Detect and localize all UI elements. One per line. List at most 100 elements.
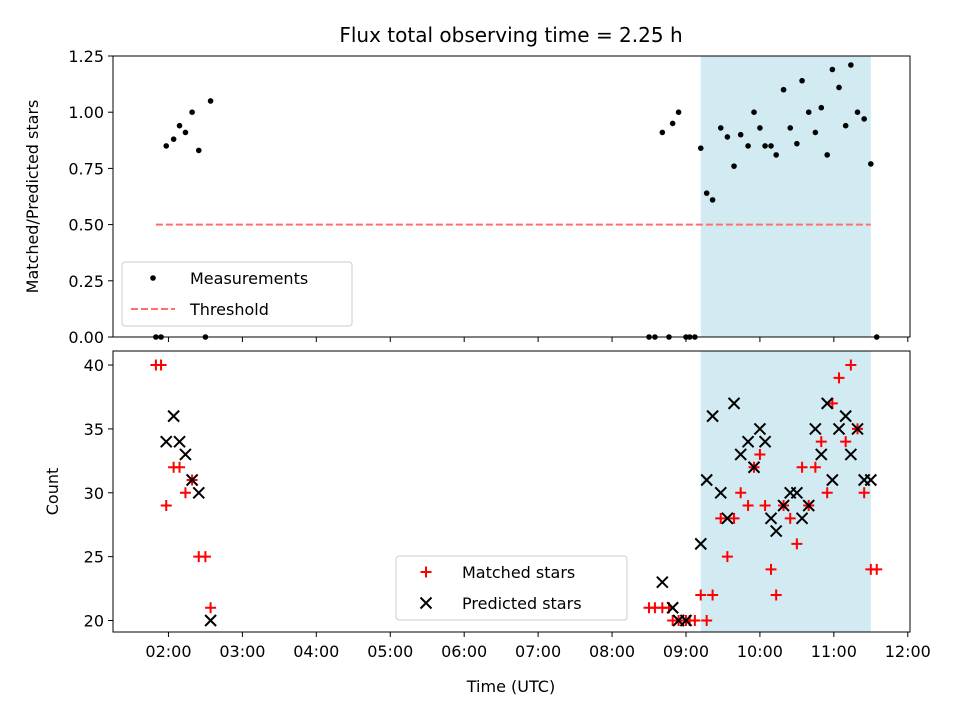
x-tick-label: 03:00 <box>219 642 265 661</box>
predicted-star-point <box>826 473 839 487</box>
matched-star-point <box>728 512 740 524</box>
chart-title: Flux total observing time = 2.25 h <box>339 23 682 47</box>
matched-star-point <box>735 487 747 499</box>
matched-star-point <box>815 436 827 448</box>
matched-star-point <box>742 500 754 512</box>
legend-label: Measurements <box>190 269 308 288</box>
predicted-star-point <box>764 512 778 525</box>
measurement-point <box>829 66 836 73</box>
ratio-y-axis-label: Matched/Predicted stars <box>23 100 42 294</box>
measurement-point <box>773 152 779 158</box>
measurement-point <box>659 129 666 136</box>
legend-predicted-marker <box>419 596 433 610</box>
predicted-star-point <box>851 422 864 436</box>
matched-star-point <box>759 500 771 512</box>
measurement-point <box>794 140 800 147</box>
predicted-star-point <box>753 422 767 436</box>
predicted-star-point <box>734 448 747 461</box>
x-tick-label: 10:00 <box>737 642 783 661</box>
predicted-star-point <box>167 409 180 423</box>
matched-star-point <box>809 461 821 473</box>
measurement-point <box>780 86 787 93</box>
measurement-point <box>824 152 830 158</box>
matched-star-point <box>689 615 701 627</box>
measurement-point <box>170 136 177 142</box>
predicted-star-point <box>844 448 858 461</box>
matched-star-point <box>845 359 857 371</box>
matched-star-point <box>784 512 796 524</box>
x-tick-label: 07:00 <box>515 642 561 661</box>
matched-star-point <box>840 436 852 448</box>
measurement-point <box>737 131 744 138</box>
y-tick-label: 40 <box>84 356 104 375</box>
x-tick-label: 02:00 <box>145 642 191 661</box>
matched-star-point <box>199 551 211 563</box>
y-tick-label: 0.50 <box>68 216 104 235</box>
predicted-star-point <box>758 435 772 448</box>
measurement-point <box>195 147 202 154</box>
predicted-star-point <box>714 486 727 499</box>
measurement-point <box>818 104 825 111</box>
measurement-point <box>669 120 676 127</box>
predicted-star-point <box>160 435 173 448</box>
x-tick-label: 06:00 <box>441 642 487 661</box>
matched-star-point <box>754 448 766 460</box>
predicted-star-point <box>769 524 783 538</box>
predicted-star-point <box>864 473 878 487</box>
matched-star-point <box>179 487 191 499</box>
measurement-point <box>854 109 861 115</box>
matched-star-point <box>707 589 719 601</box>
predicted-star-point <box>747 461 761 474</box>
matched-star-point <box>205 602 217 614</box>
highlight-span <box>700 351 871 632</box>
count-panel: 20 25 30 35 40 02:00 03:00 04:00 05:00 06:00 07:00… <box>84 350 931 661</box>
predicted-star-point <box>656 575 669 589</box>
legend-measurements-marker <box>150 275 156 281</box>
predicted-star-point <box>727 397 741 410</box>
measurement-point <box>745 143 751 149</box>
matched-star-point <box>701 615 713 627</box>
y-tick-label: 1.25 <box>68 47 104 66</box>
predicted-star-point <box>820 397 834 410</box>
predicted-star-point <box>192 486 205 499</box>
matched-star-point <box>160 500 172 512</box>
predicted-star-point <box>777 499 790 512</box>
x-tick-label: 04:00 <box>293 642 339 661</box>
legend-box <box>395 555 628 621</box>
y-tick-label: 0.25 <box>68 272 104 291</box>
measurement-point <box>757 125 763 131</box>
matched-star-point <box>174 461 186 473</box>
measurement-point <box>805 109 812 115</box>
measurement-point <box>812 129 819 136</box>
legend-matched-marker <box>420 566 432 578</box>
matched-star-point <box>770 589 782 601</box>
y-tick-label: 0.75 <box>68 159 104 178</box>
predicted-star-point <box>694 537 707 551</box>
predicted-star-point <box>185 473 199 487</box>
matched-star-point <box>721 551 733 563</box>
matched-star-point <box>765 563 777 575</box>
matched-star-point <box>858 487 870 499</box>
measurement-point <box>717 125 724 131</box>
predicted-star-point <box>832 422 846 436</box>
matched-star-point <box>715 512 727 524</box>
y-tick-label: 35 <box>84 420 104 439</box>
predicted-star-point <box>179 448 192 461</box>
predicted-star-point <box>809 422 822 436</box>
measurement-point <box>697 145 704 151</box>
legend-box <box>121 261 353 327</box>
y-tick-label: 20 <box>84 612 104 631</box>
measurement-point <box>182 129 189 136</box>
matched-star-point <box>695 589 707 601</box>
matched-star-point <box>821 487 833 499</box>
y-tick-label: 0.00 <box>68 328 104 347</box>
measurement-point <box>787 125 794 131</box>
measurement-point <box>163 143 170 149</box>
measurement-point <box>751 109 757 115</box>
y-tick-label: 30 <box>84 484 104 503</box>
measurement-point <box>848 62 854 68</box>
predicted-star-point <box>790 486 804 499</box>
matched-star-point <box>826 397 838 409</box>
axes-frame <box>112 55 911 338</box>
